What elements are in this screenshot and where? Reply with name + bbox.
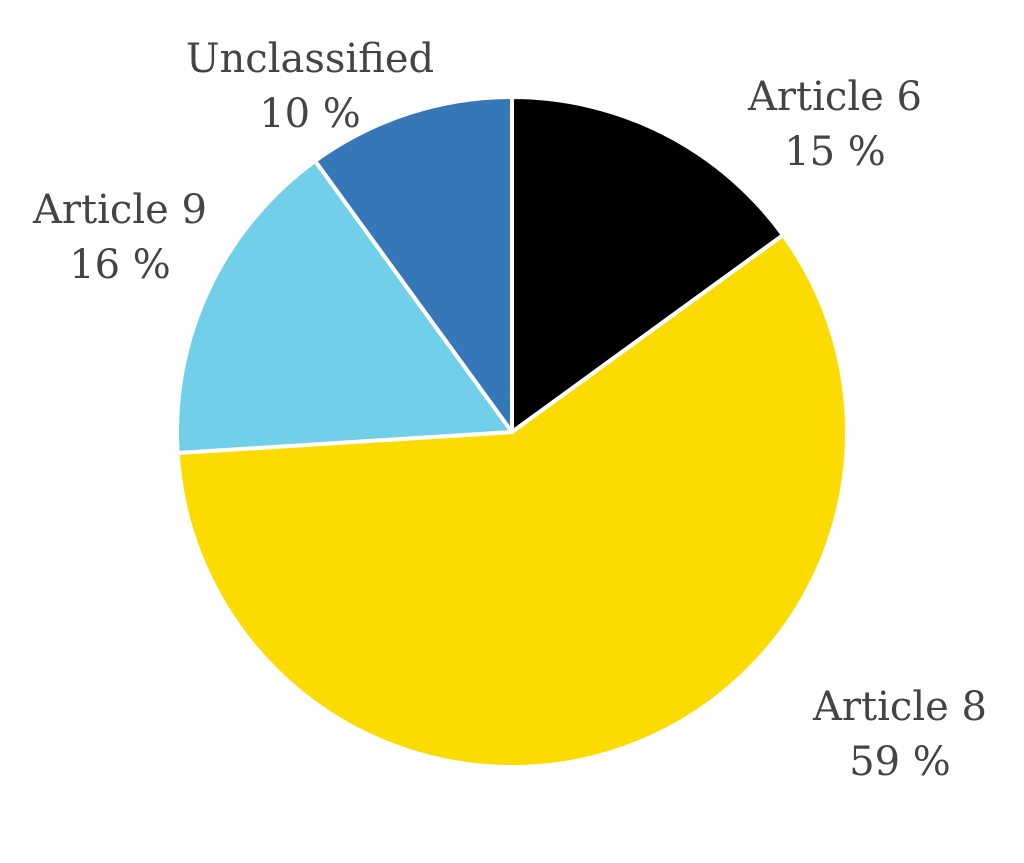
slice-value-label: 15 % <box>784 129 886 175</box>
slice-value-label: 10 % <box>259 91 361 137</box>
pie-slice <box>175 158 514 456</box>
pie-slice <box>510 95 786 434</box>
slice-label: Article 8 <box>812 684 987 730</box>
slice-label: Unclassified <box>186 36 434 82</box>
slice-value-label: 16 % <box>69 242 171 288</box>
slice-label: Article 6 <box>747 74 922 120</box>
slice-value-label: 59 % <box>849 739 951 785</box>
slice-label: Article 9 <box>32 187 207 233</box>
pie-slice <box>313 95 514 434</box>
pie-slice <box>175 233 849 769</box>
